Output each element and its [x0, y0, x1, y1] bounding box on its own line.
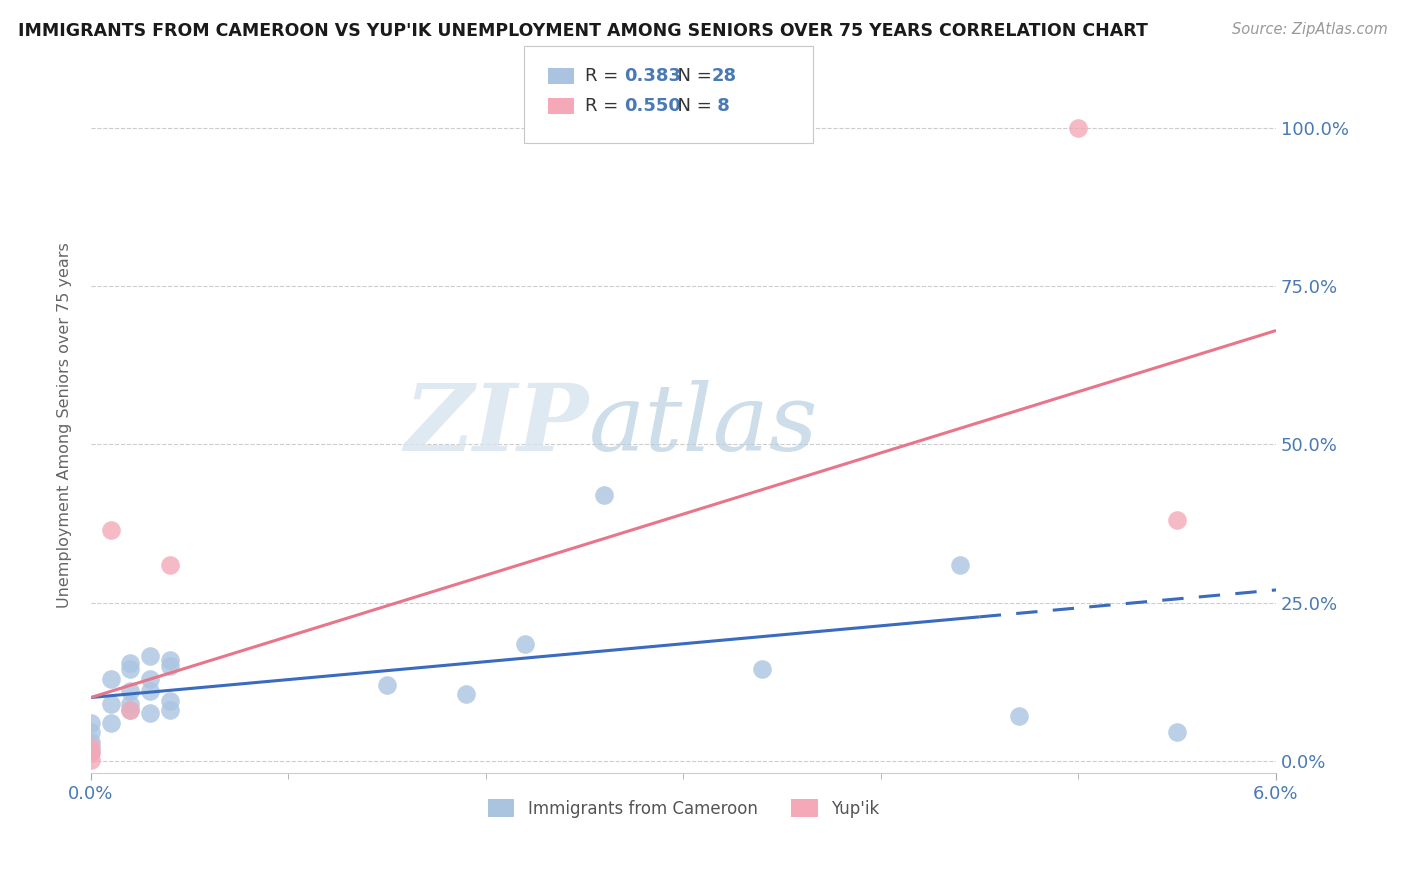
Text: N =: N = [666, 97, 718, 115]
Point [159, 703, 181, 717]
Point [949, 558, 972, 572]
Y-axis label: Unemployment Among Seniors over 75 years: Unemployment Among Seniors over 75 years [58, 243, 72, 608]
Point [120, 662, 142, 676]
Text: IMMIGRANTS FROM CAMEROON VS YUP'IK UNEMPLOYMENT AMONG SENIORS OVER 75 YEARS CORR: IMMIGRANTS FROM CAMEROON VS YUP'IK UNEMP… [18, 22, 1149, 40]
Point [515, 637, 537, 651]
Point [139, 649, 162, 664]
Text: 8: 8 [711, 97, 730, 115]
Text: 28: 28 [711, 67, 737, 85]
Point [159, 694, 181, 708]
Point [80, 739, 103, 754]
Point [139, 706, 162, 721]
Point [80, 752, 103, 766]
Text: 0.550: 0.550 [624, 97, 681, 115]
Point [120, 697, 142, 711]
Point [159, 558, 181, 572]
Point [1166, 725, 1188, 739]
Point [80, 725, 103, 739]
Point [159, 652, 181, 666]
Point [80, 746, 103, 760]
Text: R =: R = [585, 67, 624, 85]
Legend: Immigrants from Cameroon, Yup'ik: Immigrants from Cameroon, Yup'ik [481, 793, 886, 824]
Point [100, 523, 122, 537]
Point [593, 488, 616, 502]
Text: R =: R = [585, 97, 624, 115]
Point [375, 678, 398, 692]
Point [1067, 121, 1090, 136]
Point [100, 697, 122, 711]
Point [120, 656, 142, 670]
Point [139, 684, 162, 698]
Point [120, 703, 142, 717]
Point [80, 744, 103, 758]
Point [456, 687, 478, 701]
Point [120, 703, 142, 717]
Point [1008, 709, 1031, 723]
Point [1166, 513, 1188, 527]
Text: 0.383: 0.383 [624, 67, 682, 85]
Point [100, 672, 122, 686]
Text: ZIP: ZIP [405, 380, 589, 470]
Point [139, 672, 162, 686]
Point [80, 735, 103, 749]
Point [751, 662, 773, 676]
Text: Source: ZipAtlas.com: Source: ZipAtlas.com [1232, 22, 1388, 37]
Text: N =: N = [666, 67, 718, 85]
Point [100, 715, 122, 730]
Text: atlas: atlas [589, 380, 818, 470]
Point [159, 658, 181, 673]
Point [120, 684, 142, 698]
Point [80, 715, 103, 730]
